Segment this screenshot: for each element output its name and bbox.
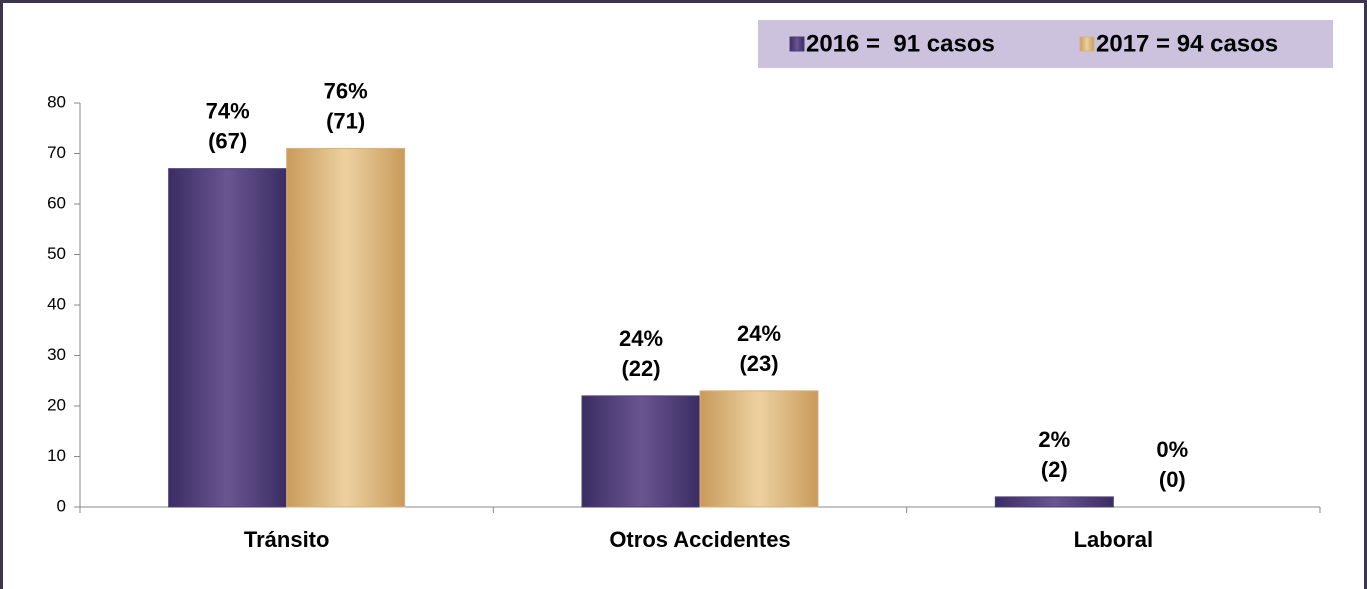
data-label-line: 24%	[737, 321, 781, 346]
data-label-line: 0%	[1156, 437, 1188, 462]
data-label-line: 24%	[619, 326, 663, 351]
data-label-line: (0)	[1159, 467, 1186, 492]
bar	[581, 395, 701, 508]
y-tick-label: 60	[47, 193, 66, 212]
y-tick-label: 70	[47, 143, 66, 162]
y-tick-label: 30	[47, 345, 66, 364]
y-tick-label: 0	[57, 496, 66, 515]
data-label: 2% (2)	[1038, 427, 1070, 482]
legend-swatch	[1079, 36, 1095, 52]
bar	[286, 147, 406, 508]
data-label-line: 74%	[206, 98, 250, 123]
data-label-line: (71)	[326, 108, 365, 133]
bar	[699, 390, 819, 508]
y-tick-label: 20	[47, 395, 66, 414]
bar	[994, 496, 1114, 508]
data-label-line: (23)	[739, 351, 778, 376]
y-tick-label: 40	[47, 294, 66, 313]
x-tick-label: Otros Accidentes	[609, 527, 790, 552]
data-label: 0% (0)	[1156, 437, 1188, 492]
data-label-line: (22)	[621, 356, 660, 381]
data-label-line: (2)	[1041, 457, 1068, 482]
legend-label: 2016 = 91 casos	[806, 30, 995, 57]
data-label: 74% (67)	[206, 98, 250, 153]
y-tick-label: 10	[47, 446, 66, 465]
data-label: 24% (23)	[737, 321, 781, 376]
y-tick-label: 50	[47, 244, 66, 263]
data-label: 24% (22)	[619, 326, 663, 381]
data-label-line: 76%	[324, 78, 368, 103]
y-tick-label: 80	[47, 92, 66, 111]
data-label-line: 2%	[1038, 427, 1070, 452]
legend-swatch	[789, 36, 805, 52]
legend-box	[758, 20, 1333, 68]
bar	[168, 168, 288, 508]
legend-label: 2017 = 94 casos	[1096, 30, 1278, 57]
x-tick-label: Tránsito	[244, 527, 330, 552]
x-tick-label: Laboral	[1074, 527, 1153, 552]
data-label: 76% (71)	[324, 78, 368, 133]
data-label-line: (67)	[208, 128, 247, 153]
